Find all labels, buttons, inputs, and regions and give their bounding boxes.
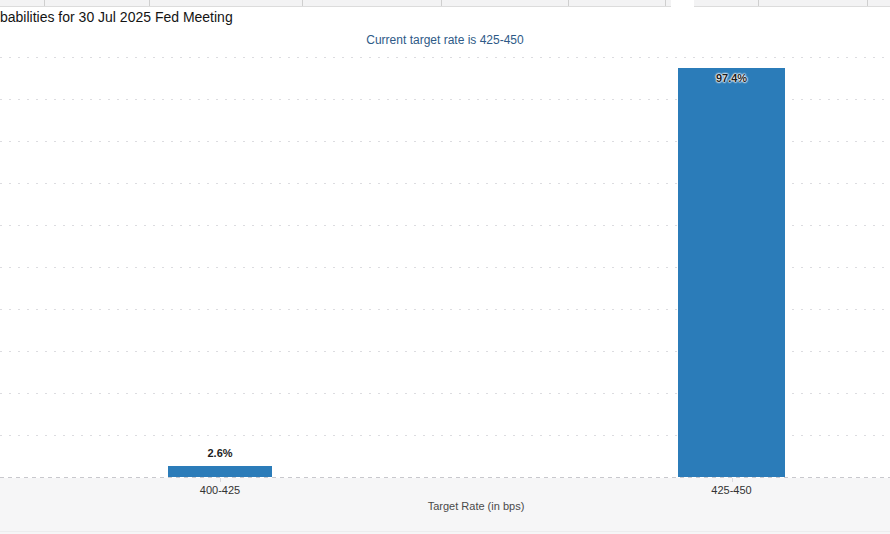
bar-value-label: 2.6%	[207, 447, 232, 459]
x-axis-category-label: 400-425	[200, 484, 240, 496]
bar-425-450[interactable]	[678, 68, 785, 477]
x-axis-region: Target Rate (in bps) 400-425 425-450	[0, 478, 890, 534]
x-axis-tick	[220, 478, 221, 482]
x-axis-tick	[732, 478, 733, 482]
bar-value-label: 97.4%	[716, 72, 747, 84]
fedwatch-chart-screen: babilities for 30 Jul 2025 Fed Meeting C…	[0, 0, 890, 534]
plot-area: 2.6% 97.4%	[0, 0, 890, 534]
gridline	[0, 57, 890, 58]
x-axis-title: Target Rate (in bps)	[428, 500, 525, 512]
x-axis-category-label: 425-450	[711, 484, 751, 496]
bar-400-425[interactable]	[168, 466, 272, 477]
footer-divider	[0, 531, 890, 532]
